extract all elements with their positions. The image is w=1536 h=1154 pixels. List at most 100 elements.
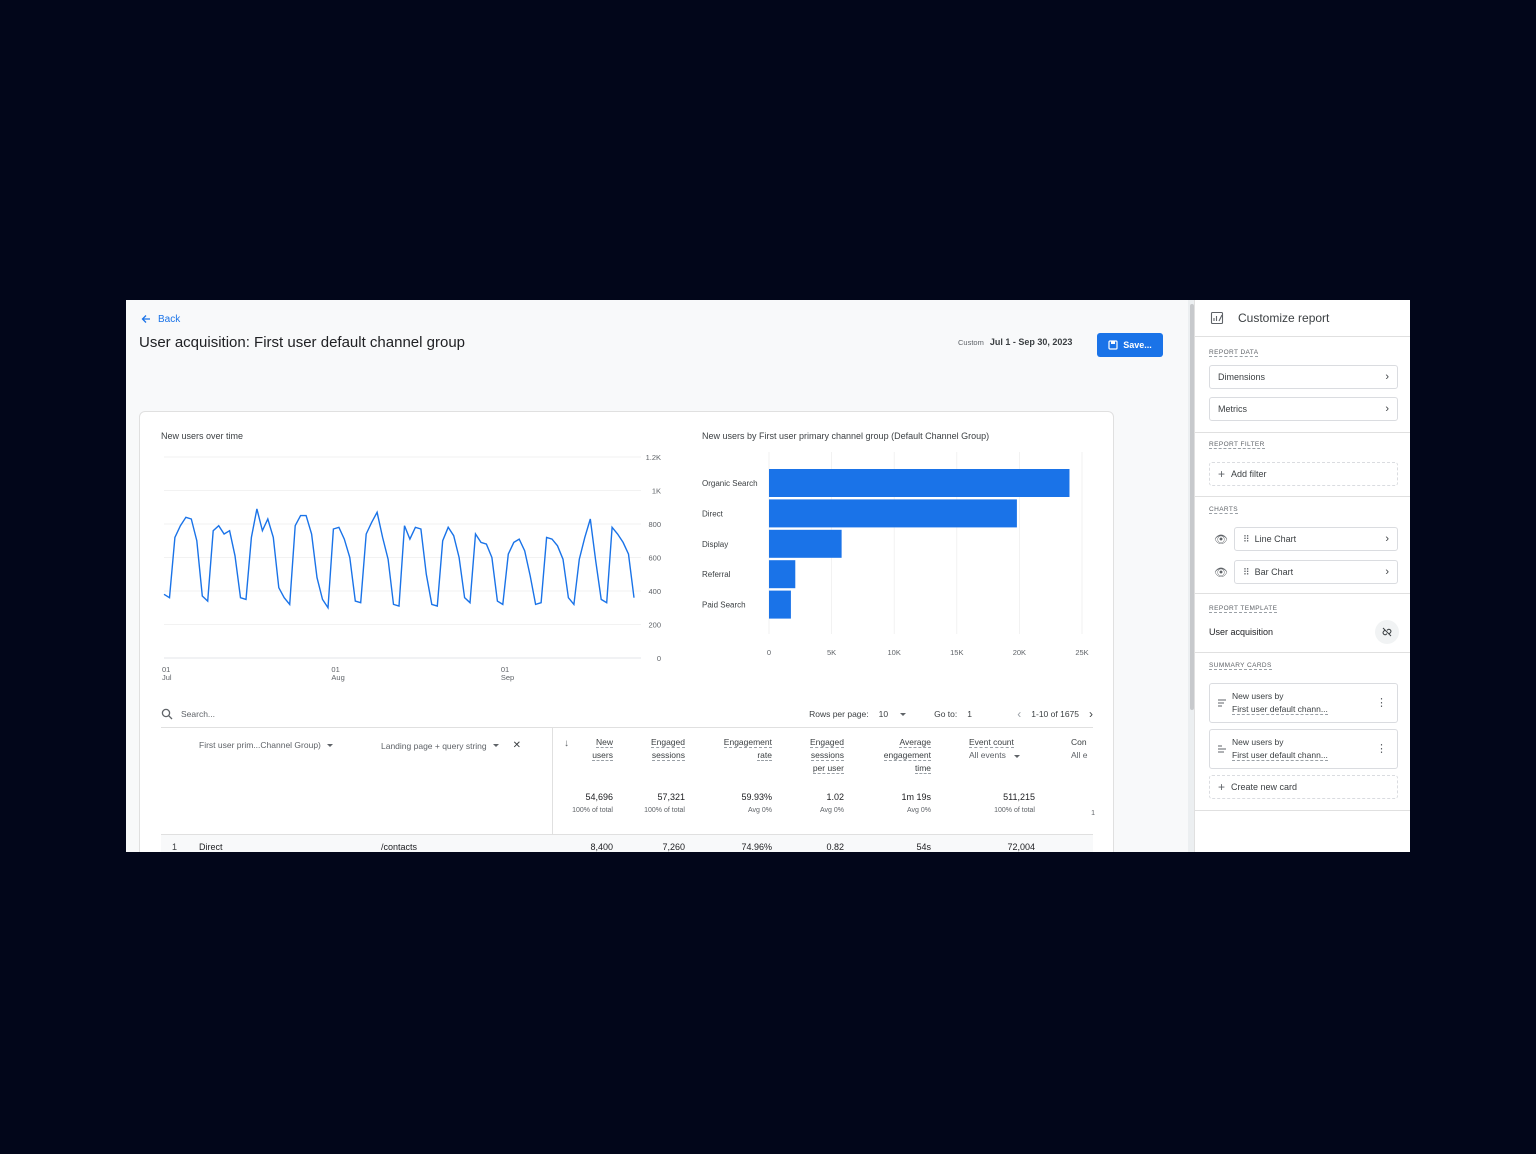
bar[interactable] [769,560,796,589]
link-off-icon [1382,627,1392,637]
total-cut: 1 [1089,792,1095,817]
rows-per-page-select[interactable]: 10 [879,709,907,719]
metric-total-2: 57,321 100% of total [615,792,685,814]
table-row[interactable]: 1 Direct /contacts 8,400 7,260 74.96% 0.82 5… [161,834,1093,852]
main-scrollbar[interactable] [1188,300,1196,852]
metrics-item[interactable]: Metrics › [1209,397,1398,421]
report-template-label: REPORT TEMPLATE [1209,605,1278,613]
bar-chart-title: New users by First user primary channel … [702,431,990,441]
metric-total-value: 54,696 [585,792,613,802]
metric-header-6-l2: All events [969,750,1006,760]
report-filter-section: REPORT FILTER + Add filter [1195,433,1410,497]
eye-icon[interactable]: 👁 [1214,567,1228,579]
more-vert-icon[interactable]: ⋮ [1376,743,1387,755]
bar[interactable] [769,590,791,619]
metric-header-5[interactable]: Average engagement time [851,736,931,775]
page-range: 1-10 of 1675 [1031,709,1079,719]
goto-input[interactable]: 1 [967,709,972,719]
date-range-picker[interactable]: Custom Jul 1 - Sep 30, 2023 [958,337,1072,347]
dimension-2-header[interactable]: Landing page + query string ✕ [381,740,521,751]
summary-card-2[interactable]: New users by First user default chann...… [1209,729,1398,769]
x-tick-label: Jul [162,673,172,682]
summary-card-2-line1: New users by [1232,737,1284,747]
row-metric-1: 8,400 [590,842,613,852]
series-line[interactable] [163,508,635,610]
row-dimension-1: Direct [199,842,223,852]
metric-header-1-l1: New [595,737,613,748]
metric-header-4-l3: per user [812,763,844,774]
y-tick-label: 400 [648,587,661,596]
customize-panel: Customize report REPORT DATA Dimensions … [1194,300,1410,852]
metric-header-4[interactable]: Engaged sessions per user [779,736,844,775]
create-card-label: Create new card [1231,782,1298,792]
metric-total-sub: Avg 0% [820,807,844,814]
caret-down-icon[interactable] [1013,755,1020,758]
metric-total-value: 1m 19s [901,792,931,802]
drag-handle-icon[interactable]: ⠿ [1243,566,1250,577]
bar[interactable] [769,499,1017,528]
date-range-value: Jul 1 - Sep 30, 2023 [989,337,1073,347]
create-card-button[interactable]: + Create new card [1209,775,1398,799]
metric-header-cut[interactable]: Con All e [1071,736,1093,762]
line-chart-item[interactable]: ⠿ Line Chart › [1234,527,1398,551]
metric-header-cut-l2: All e [1071,750,1088,760]
metric-total-value: 57,321 [657,792,685,802]
date-range-prefix: Custom [958,338,984,347]
metric-total-sub: Avg 0% [907,807,931,814]
category-label: Display [702,540,728,549]
metric-total-sub: 100% of total [644,807,685,814]
report-main: Back User acquisition: First user defaul… [126,300,1188,852]
more-vert-icon[interactable]: ⋮ [1376,697,1387,709]
bar[interactable] [769,469,1070,497]
prev-page-icon[interactable]: ‹ [1017,707,1022,721]
metric-header-1[interactable]: New users [553,736,613,762]
rows-per-page-label: Rows per page: [809,709,869,719]
chevron-right-icon: › [1385,403,1389,415]
row-metric-2: 7,260 [662,842,685,852]
table-search[interactable]: Search... [161,708,215,720]
close-icon[interactable]: ✕ [512,740,522,751]
chevron-right-icon: › [1385,566,1389,578]
metric-header-5-l1: Average [899,737,931,748]
save-icon [1108,340,1118,350]
summary-card-2-line2: First user default chann... [1232,750,1328,761]
dimensions-label: Dimensions [1218,372,1266,382]
y-tick-label: 1K [652,487,661,496]
sort-arrow-icon[interactable]: ↓ [564,738,569,749]
unlink-template-button[interactable] [1375,620,1399,644]
scrollbar-thumb[interactable] [1190,304,1194,710]
metric-header-3[interactable]: Engagement rate [692,736,772,762]
next-page-icon[interactable]: › [1089,707,1093,721]
y-tick-label: 600 [648,554,661,563]
report-card: New users over time 0 200 400 600 800 1K 1.2K 0… [139,411,1114,852]
category-label: Referral [702,570,731,579]
summary-card-1[interactable]: New users by First user default chann...… [1209,683,1398,723]
dimension-1-header[interactable]: First user prim...Channel Group) [199,740,333,750]
metric-header-2-l1: Engaged [650,737,685,748]
arrow-left-icon [141,315,150,323]
table-toolbar: Search... Rows per page: 10 Go to: 1 ‹ 1… [161,700,1093,728]
bar[interactable] [769,529,842,558]
add-filter-label: Add filter [1231,469,1267,479]
metric-header-2[interactable]: Engaged sessions [615,736,685,762]
eye-icon[interactable]: 👁 [1214,534,1228,546]
metric-header-6[interactable]: Event count All events [969,736,1059,762]
search-input[interactable]: Search... [181,708,216,719]
bar-chart: 0 5K 10K 15K 20K 25K Organic Search Direct Displ… [702,452,1089,657]
summary-card-1-line2: First user default chann... [1232,704,1328,715]
dimensions-item[interactable]: Dimensions › [1209,365,1398,389]
metric-header-4-l2: sessions [810,750,844,761]
back-link[interactable]: Back [140,313,180,325]
save-button[interactable]: Save... [1097,333,1163,357]
data-table: First user prim...Channel Group) Landing… [161,728,1095,852]
row-metric-5: 54s [916,842,931,852]
x-tick-label: 01 [162,665,170,674]
y-tick-label: 800 [648,520,661,529]
drag-handle-icon[interactable]: ⠿ [1243,533,1250,544]
metrics-label: Metrics [1218,404,1247,414]
goto-label: Go to: [934,709,958,719]
add-filter-button[interactable]: + Add filter [1209,462,1398,486]
charts-section: CHARTS 👁 ⠿ Line Chart › 👁 ⠿ Bar Chart › [1195,497,1410,594]
bar-chart-item[interactable]: ⠿ Bar Chart › [1234,560,1398,584]
